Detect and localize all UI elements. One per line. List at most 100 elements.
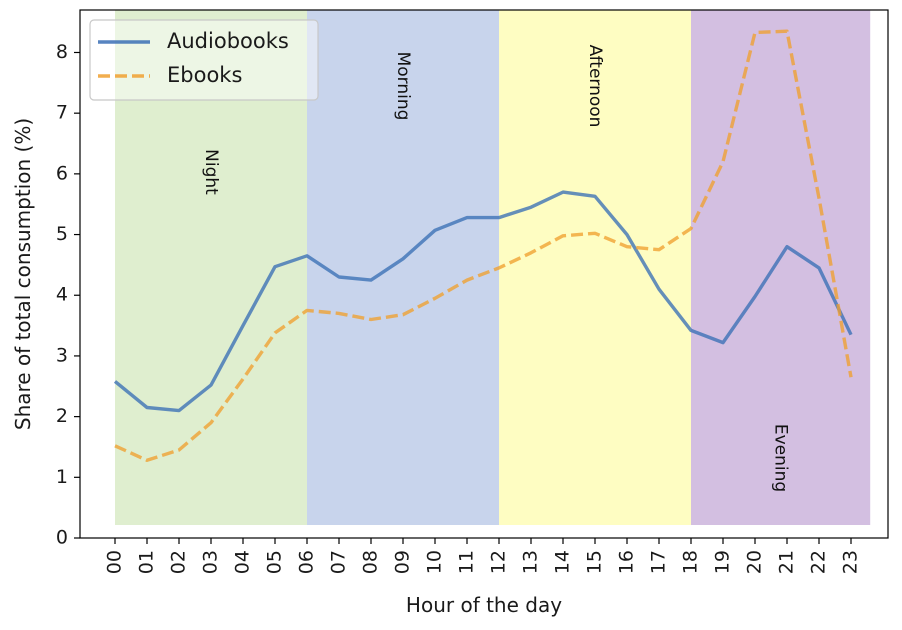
data-point-audiobooks: [177, 409, 180, 412]
data-point-ebooks: [113, 444, 116, 447]
y-tick-label: 1: [56, 466, 68, 488]
x-tick-label: 22: [808, 550, 830, 574]
data-point-audiobooks: [849, 333, 852, 336]
data-point-ebooks: [529, 251, 532, 254]
data-point-audiobooks: [209, 383, 212, 386]
x-tick-label: 05: [264, 550, 286, 574]
x-tick-label: 04: [232, 550, 254, 574]
y-tick-label: 5: [56, 223, 68, 245]
x-tick-label: 00: [104, 550, 126, 574]
plot-frame: [79, 9, 889, 539]
data-point-ebooks: [273, 331, 276, 334]
x-tick-label: 08: [360, 550, 382, 574]
y-tick-label: 0: [56, 527, 68, 549]
legend-label-audiobooks: Audiobooks: [167, 29, 289, 53]
data-point-audiobooks: [561, 190, 564, 193]
data-point-audiobooks: [401, 257, 404, 260]
data-point-audiobooks: [753, 295, 756, 298]
x-tick-label: 19: [712, 550, 734, 574]
y-tick-label: 4: [56, 284, 68, 306]
data-point-ebooks: [817, 197, 820, 200]
data-point-ebooks: [593, 232, 596, 235]
data-point-audiobooks: [369, 278, 372, 281]
x-tick-label: 03: [200, 550, 222, 574]
x-tick-label: 12: [488, 550, 510, 574]
x-tick-label: 14: [552, 550, 574, 574]
data-point-audiobooks: [113, 380, 116, 383]
data-point-ebooks: [753, 31, 756, 34]
data-point-audiobooks: [497, 216, 500, 219]
x-tick-label: 16: [616, 550, 638, 574]
series-lines: [113, 29, 853, 462]
data-point-ebooks: [241, 377, 244, 380]
x-tick-label: 02: [168, 550, 190, 574]
data-point-audiobooks: [817, 266, 820, 269]
x-tick-label: 23: [840, 550, 862, 574]
data-point-audiobooks: [657, 288, 660, 291]
data-point-ebooks: [209, 421, 212, 424]
y-tick-label: 3: [56, 344, 68, 366]
data-point-audiobooks: [689, 329, 692, 332]
data-point-audiobooks: [273, 265, 276, 268]
x-tick-label: 21: [776, 550, 798, 574]
data-point-ebooks: [625, 245, 628, 248]
data-point-ebooks: [145, 459, 148, 462]
data-point-audiobooks: [465, 216, 468, 219]
band-labels: Night Morning Afternoon Evening: [201, 45, 791, 493]
x-tick-label: 11: [456, 550, 478, 574]
y-tick-label: 6: [56, 162, 68, 184]
data-point-audiobooks: [241, 324, 244, 327]
band-label-evening: Evening: [771, 424, 791, 492]
data-point-ebooks: [689, 227, 692, 230]
series-line-ebooks: [114, 29, 853, 462]
band-label-morning: Morning: [393, 52, 413, 121]
x-tick-label: 10: [424, 550, 446, 574]
y-axis-label: Share of total consumption (%): [11, 118, 35, 430]
data-point-ebooks: [497, 266, 500, 269]
data-point-ebooks: [721, 160, 724, 163]
x-tick-label: 15: [584, 550, 606, 574]
data-point-audiobooks: [337, 275, 340, 278]
data-point-ebooks: [657, 248, 660, 251]
data-point-ebooks: [465, 278, 468, 281]
x-axis-label: Hour of the day: [406, 593, 562, 617]
legend-label-ebooks: Ebooks: [167, 63, 242, 87]
data-point-audiobooks: [785, 245, 788, 248]
x-tick-label: 01: [136, 550, 158, 574]
x-tick-label: 20: [744, 550, 766, 574]
band-morning: [307, 10, 499, 525]
data-point-audiobooks: [529, 206, 532, 209]
y-tick-label: 2: [56, 405, 68, 427]
data-point-audiobooks: [433, 229, 436, 232]
data-point-ebooks: [369, 318, 372, 321]
y-tick-label: 7: [56, 102, 68, 124]
band-label-night: Night: [201, 149, 221, 195]
data-point-ebooks: [305, 309, 308, 312]
x-tick-label: 17: [648, 550, 670, 574]
band-evening: [691, 10, 871, 525]
x-tick-label: 18: [680, 550, 702, 574]
data-point-audiobooks: [625, 233, 628, 236]
data-point-ebooks: [849, 376, 852, 379]
legend-box: [89, 19, 319, 101]
x-tick-label: 06: [296, 550, 318, 574]
x-tick-label: 07: [328, 550, 350, 574]
data-point-ebooks: [401, 313, 404, 316]
x-tick-label: 13: [520, 550, 542, 574]
data-point-ebooks: [337, 312, 340, 315]
y-axis: 0 1 2 3 4 5 6 7 8: [56, 41, 80, 549]
band-label-afternoon: Afternoon: [585, 45, 605, 128]
data-point-ebooks: [433, 297, 436, 300]
x-tick-label: 09: [392, 550, 414, 574]
band-afternoon: [499, 10, 691, 525]
data-point-audiobooks: [305, 254, 308, 257]
data-point-audiobooks: [721, 341, 724, 344]
data-point-audiobooks: [145, 406, 148, 409]
data-point-ebooks: [785, 30, 788, 33]
series-line-audiobooks: [113, 190, 853, 413]
data-point-ebooks: [561, 234, 564, 237]
data-point-ebooks: [177, 448, 180, 451]
data-point-audiobooks: [593, 195, 596, 198]
y-tick-label: 8: [56, 41, 68, 63]
